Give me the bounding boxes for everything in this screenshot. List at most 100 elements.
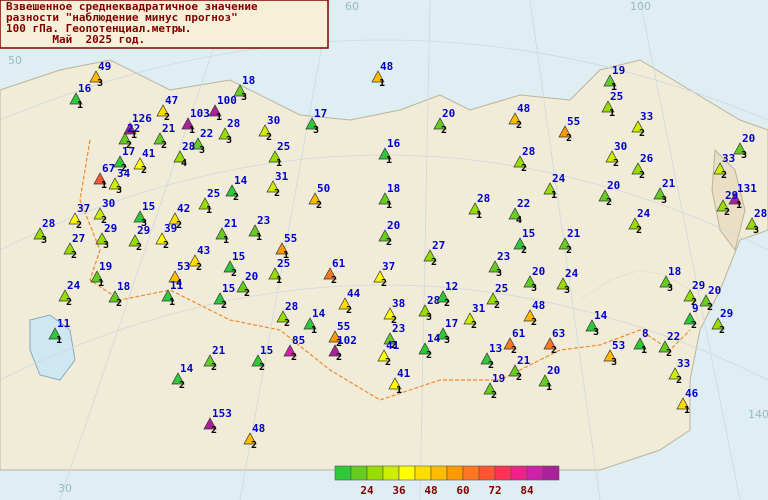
legend-swatch	[494, 465, 512, 481]
station-count: 2	[284, 318, 290, 329]
station-marker	[558, 125, 572, 138]
station-value: 21	[517, 354, 531, 367]
station-value: 42	[177, 202, 190, 215]
station-value: 14	[312, 307, 326, 320]
station-marker	[266, 180, 280, 193]
station-value: 126	[132, 112, 152, 125]
station-value: 14	[234, 174, 248, 187]
station-value: 131	[737, 182, 757, 195]
legend-label: 36	[392, 484, 406, 497]
station-marker	[233, 84, 247, 97]
station-value: 29	[725, 189, 738, 202]
station-marker	[218, 127, 232, 140]
station-count: 1	[386, 155, 392, 166]
station-value: 55	[567, 115, 580, 128]
station-count: 2	[164, 112, 170, 123]
station-marker	[208, 104, 222, 117]
station-marker	[488, 260, 502, 273]
legend-swatch	[510, 465, 528, 481]
station-count: 2	[521, 163, 527, 174]
station-count: 1	[101, 180, 107, 191]
station-marker	[276, 310, 290, 323]
station-marker	[268, 267, 282, 280]
station-marker	[323, 267, 337, 280]
station-value: 43	[197, 244, 210, 257]
station-value: 31	[472, 302, 486, 315]
station-marker	[203, 354, 217, 367]
station-value: 27	[72, 232, 85, 245]
station-marker	[153, 132, 167, 145]
station-marker	[658, 340, 672, 353]
station-value: 21	[567, 227, 581, 240]
station-count: 2	[66, 297, 72, 308]
station-value: 25	[277, 257, 290, 270]
station-value: 38	[392, 297, 405, 310]
station-marker	[585, 319, 599, 332]
station-marker	[378, 229, 392, 242]
station-value: 23	[497, 250, 510, 263]
station-marker	[191, 137, 205, 150]
station-count: 4	[516, 215, 522, 226]
grid-label: 60	[345, 0, 359, 13]
station-value: 9	[692, 302, 699, 315]
station-count: 1	[551, 190, 557, 201]
station-value: 15	[232, 250, 245, 263]
station-marker	[225, 184, 239, 197]
station-value: 27	[432, 239, 445, 252]
station-count: 2	[266, 132, 272, 143]
station-value: 28	[754, 207, 767, 220]
station-value: 12	[445, 280, 458, 293]
station-count: 1	[206, 205, 212, 216]
station-value: 55	[284, 232, 297, 245]
station-value: 46	[685, 387, 699, 400]
station-marker	[108, 290, 122, 303]
station-value: 67	[102, 162, 115, 175]
station-value: 20	[742, 132, 755, 145]
station-marker	[683, 312, 697, 325]
station-marker	[418, 304, 432, 317]
grid-label: 30	[58, 482, 72, 495]
station-count: 3	[241, 92, 247, 103]
station-value: 22	[667, 330, 680, 343]
legend-swatch	[478, 465, 496, 481]
station-count: 2	[141, 165, 147, 176]
station-count: 1	[611, 82, 617, 93]
station-marker	[503, 337, 517, 350]
legend-swatch	[526, 465, 544, 481]
legend-label: 84	[520, 484, 534, 497]
station-count: 3	[103, 240, 109, 251]
station-marker	[283, 344, 297, 357]
station-count: 2	[521, 245, 527, 256]
station-count: 2	[494, 300, 500, 311]
station-count: 2	[211, 425, 217, 436]
station-marker	[711, 317, 725, 330]
legend-swatch	[398, 465, 416, 481]
station-value: 14	[594, 309, 608, 322]
station-marker	[128, 234, 142, 247]
station-count: 2	[251, 440, 257, 451]
station-value: 41	[142, 147, 156, 160]
station-marker	[716, 199, 730, 212]
station-value: 11	[57, 317, 71, 330]
station-count: 1	[216, 112, 222, 123]
station-count: 2	[488, 360, 494, 371]
station-count: 3	[496, 268, 502, 279]
station-marker	[603, 74, 617, 87]
station-count: 2	[721, 170, 727, 181]
legend-swatch	[414, 465, 432, 481]
station-count: 2	[566, 245, 572, 256]
station-count: 2	[691, 320, 697, 331]
station-count: 2	[639, 170, 645, 181]
legend-label: 48	[424, 484, 437, 497]
station-marker	[603, 349, 617, 362]
station-value: 29	[137, 224, 150, 237]
station-value: 47	[165, 94, 178, 107]
station-count: 2	[639, 128, 645, 139]
station-count: 2	[511, 345, 517, 356]
station-marker	[118, 132, 132, 145]
station-value: 48	[532, 299, 545, 312]
station-value: 100	[217, 94, 237, 107]
station-count: 2	[71, 250, 77, 261]
station-value: 17	[445, 317, 458, 330]
station-marker	[156, 104, 170, 117]
